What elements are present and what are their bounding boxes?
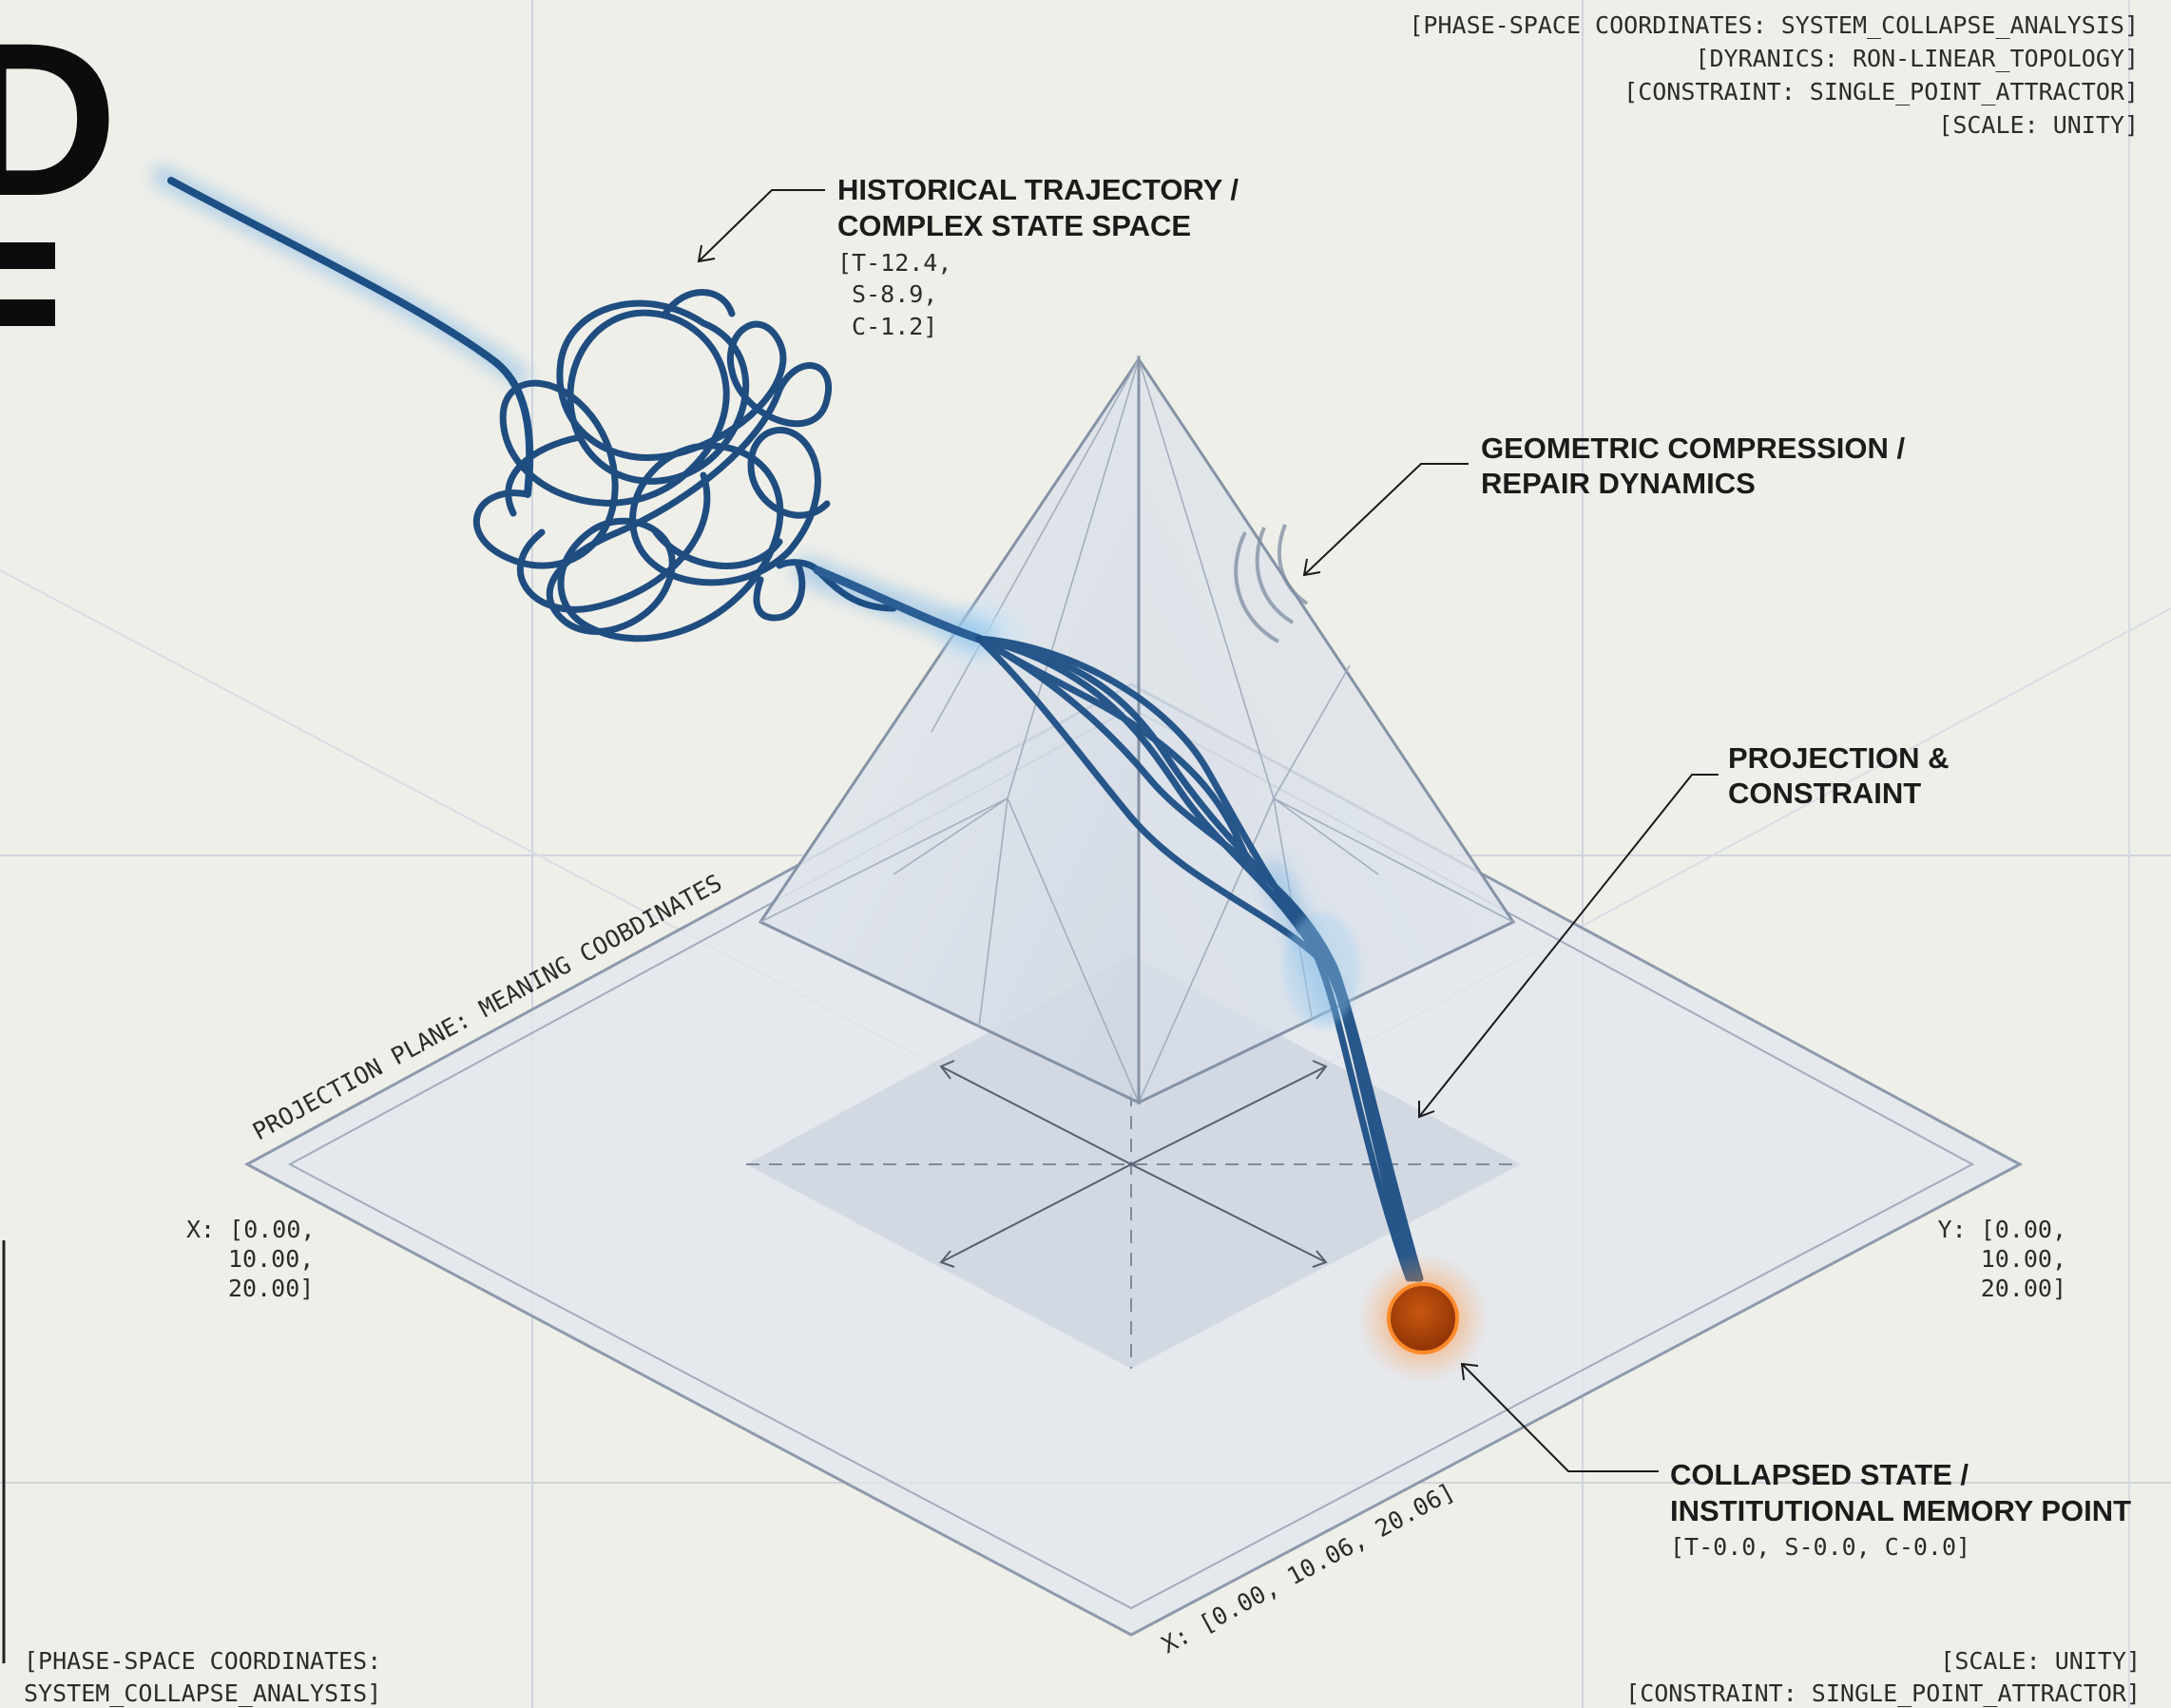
- axis-x-left-line3: 20.00]: [228, 1275, 314, 1302]
- axis-x-left-label: X: [0.00, 10.00, 20.00]: [186, 1216, 315, 1302]
- trajectory-entry: [813, 566, 984, 643]
- axis-y-right-line2: 10.00,: [1981, 1245, 2066, 1273]
- label-projection-line1: PROJECTION &: [1728, 741, 1950, 775]
- axis-y-right-line3: 20.00]: [1981, 1275, 2066, 1302]
- trajectory-braid: [975, 635, 1424, 1282]
- label-trajectory-coord3: C-1.2]: [837, 313, 937, 340]
- leader-trajectory: [698, 189, 825, 262]
- label-geometric-compression: GEOMETRIC COMPRESSION / REPAIR DYNAMICS: [1481, 432, 1905, 500]
- axis-y-right-label: Y: [0.00, 10.00, 20.00]: [1938, 1216, 2066, 1302]
- header-tag-constraint: [CONSTRAINT: SINGLE_POINT_ATTRACTOR]: [1623, 78, 2139, 106]
- callout-leaders: [697, 189, 1719, 1472]
- pyramid-shadow-square: [746, 955, 1521, 1369]
- pyramid-arcs: [1234, 524, 1309, 643]
- label-compression-line1: GEOMETRIC COMPRESSION /: [1481, 432, 1905, 465]
- axis-x-left-line1: X: [0.00,: [186, 1216, 315, 1243]
- partial-letter-d: D: [0, 0, 118, 241]
- header-tag-phase: [PHASE-SPACE COORDINATES: SYSTEM_COLLAPS…: [1409, 11, 2139, 39]
- axis-x-left-line2: 10.00,: [228, 1245, 314, 1273]
- label-trajectory-line2: COMPLEX STATE SPACE: [837, 209, 1191, 242]
- dimension-arrows: [939, 1060, 1328, 1268]
- header-tags: [PHASE-SPACE COORDINATES: SYSTEM_COLLAPS…: [1409, 11, 2139, 139]
- label-historical-trajectory: HISTORICAL TRAJECTORY / COMPLEX STATE SP…: [837, 173, 1239, 340]
- leader-collapsed: [1461, 1363, 1659, 1472]
- label-trajectory-line1: HISTORICAL TRAJECTORY /: [837, 173, 1239, 206]
- arrowhead-projection: [1418, 1101, 1435, 1119]
- pyramid: [758, 355, 1516, 1105]
- arrowhead-collapsed: [1460, 1362, 1479, 1381]
- footer-left-line1: [PHASE-SPACE COORDINATES:: [24, 1647, 381, 1675]
- header-tag-dynamics: [DYRANICS: RON-LINEAR_TOPOLOGY]: [1695, 45, 2139, 72]
- footer-right-line2: [CONSTRAINT: SINGLE_POINT_ATTRACTOR]: [1625, 1679, 2141, 1707]
- footer-left-line2: SYSTEM_COLLAPSE_ANALYSIS]: [24, 1679, 381, 1707]
- label-trajectory-coord1: [T-12.4,: [837, 249, 951, 277]
- label-projection-line2: CONSTRAINT: [1728, 777, 1921, 810]
- label-trajectory-coord2: S-8.9,: [837, 280, 937, 308]
- pyramid-facets: [759, 358, 1514, 1103]
- trajectory-incoming: [167, 177, 534, 498]
- footer-left: [PHASE-SPACE COORDINATES: SYSTEM_COLLAPS…: [24, 1647, 381, 1707]
- label-collapsed-state: COLLAPSED STATE / INSTITUTIONAL MEMORY P…: [1670, 1458, 2131, 1561]
- axis-y-right-line1: Y: [0.00,: [1938, 1216, 2066, 1243]
- header-tag-scale: [SCALE: UNITY]: [1938, 111, 2139, 139]
- label-projection-constraint: PROJECTION & CONSTRAINT: [1728, 741, 1950, 810]
- trajectory-knot: [472, 289, 832, 643]
- leader-projection: [1418, 774, 1719, 1118]
- arrowhead-compression: [1302, 558, 1321, 577]
- footer-right: [SCALE: UNITY] [CONSTRAINT: SINGLE_POINT…: [1625, 1647, 2141, 1707]
- label-collapsed-coords: [T-0.0, S-0.0, C-0.0]: [1670, 1533, 1970, 1561]
- attractor-dot: [1387, 1282, 1459, 1354]
- label-collapsed-line2: INSTITUTIONAL MEMORY POINT: [1670, 1494, 2131, 1527]
- arrowhead-trajectory: [697, 244, 716, 263]
- partial-heading-letters: D: [0, 0, 118, 326]
- braid-glow-lower: [1283, 912, 1359, 1027]
- label-compression-line2: REPAIR DYNAMICS: [1481, 467, 1756, 500]
- footer-right-line1: [SCALE: UNITY]: [1940, 1647, 2141, 1675]
- partial-letter-e-bar-top: [0, 242, 55, 269]
- partial-letter-e-bar-bottom: [0, 299, 55, 326]
- collapsed-state-point: [1356, 1252, 1489, 1385]
- leader-compression: [1303, 463, 1469, 576]
- label-collapsed-line1: COLLAPSED STATE /: [1670, 1458, 1969, 1491]
